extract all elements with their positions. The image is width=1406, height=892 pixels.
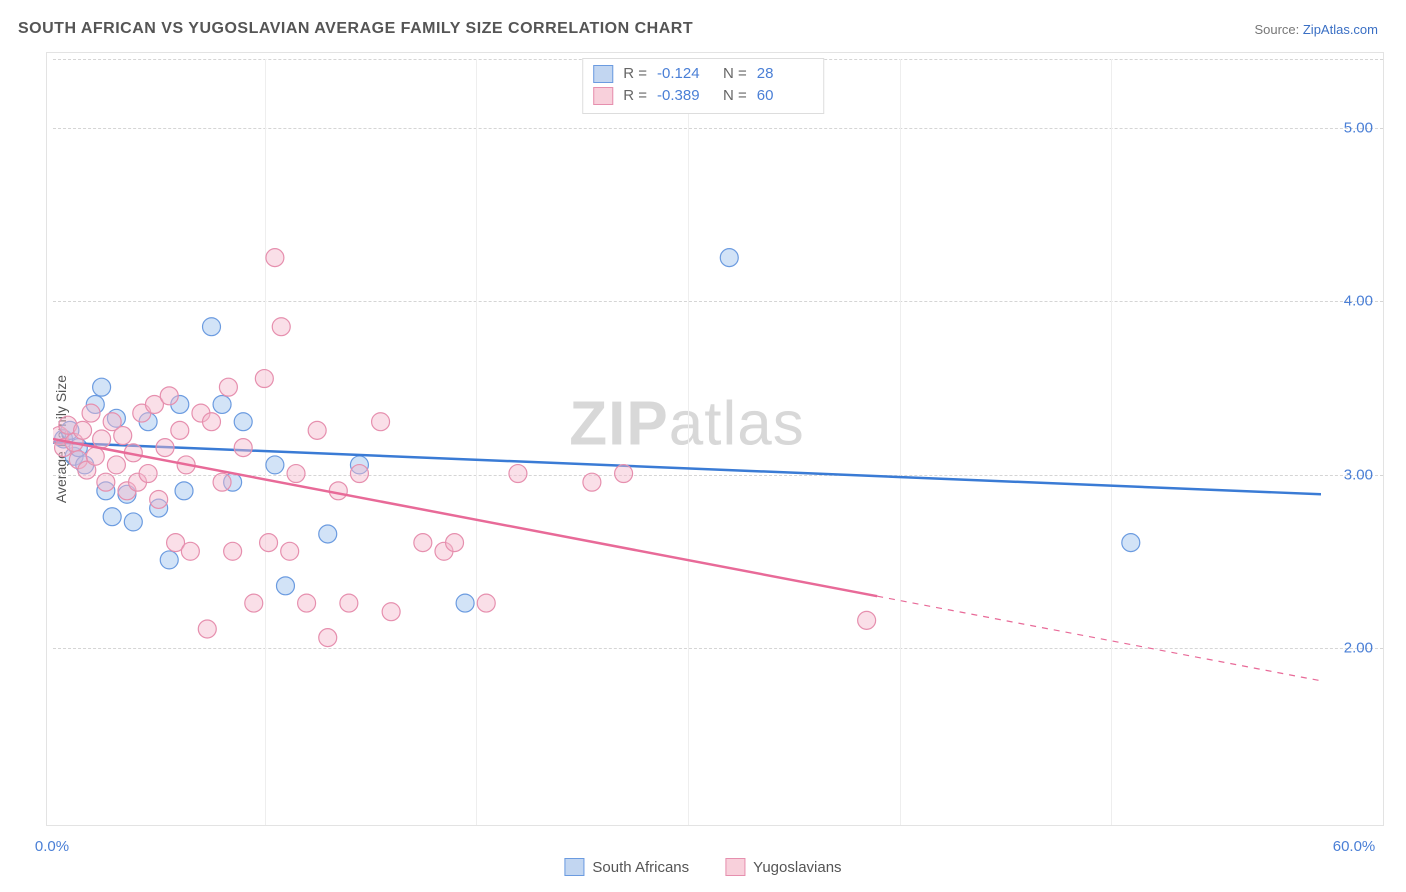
scatter-point bbox=[213, 473, 231, 491]
stats-row: R = -0.124 N = 28 bbox=[593, 63, 813, 85]
scatter-point bbox=[86, 447, 104, 465]
legend-item: Yugoslavians bbox=[725, 858, 841, 876]
scatter-point bbox=[298, 594, 316, 612]
scatter-point bbox=[477, 594, 495, 612]
scatter-point bbox=[139, 465, 157, 483]
pink-swatch-icon bbox=[725, 858, 745, 876]
scatter-point bbox=[350, 465, 368, 483]
r-label: R = bbox=[623, 85, 647, 107]
legend-label: Yugoslavians bbox=[753, 859, 841, 876]
scatter-point bbox=[281, 542, 299, 560]
scatter-point bbox=[272, 318, 290, 336]
series-legend: South Africans Yugoslavians bbox=[564, 858, 841, 876]
source-link[interactable]: ZipAtlas.com bbox=[1303, 22, 1378, 37]
scatter-point bbox=[414, 534, 432, 552]
scatter-point bbox=[74, 421, 92, 439]
n-label: N = bbox=[723, 63, 747, 85]
chart-title: SOUTH AFRICAN VS YUGOSLAVIAN AVERAGE FAM… bbox=[18, 20, 693, 38]
y-tick-label: 2.00 bbox=[1344, 639, 1373, 656]
x-tick-label: 0.0% bbox=[35, 838, 69, 855]
scatter-point bbox=[213, 395, 231, 413]
blue-swatch-icon bbox=[564, 858, 584, 876]
scatter-point bbox=[260, 534, 278, 552]
scatter-point bbox=[219, 378, 237, 396]
regression-line-extrapolated bbox=[877, 596, 1321, 681]
scatter-point bbox=[382, 603, 400, 621]
r-value: -0.389 bbox=[657, 85, 713, 107]
scatter-point bbox=[171, 421, 189, 439]
chart-svg bbox=[53, 59, 1321, 819]
scatter-point bbox=[124, 513, 142, 531]
scatter-point bbox=[224, 542, 242, 560]
stats-row: R = -0.389 N = 60 bbox=[593, 85, 813, 107]
scatter-point bbox=[107, 456, 125, 474]
scatter-point bbox=[150, 490, 168, 508]
r-label: R = bbox=[623, 63, 647, 85]
scatter-point bbox=[266, 249, 284, 267]
scatter-point bbox=[456, 594, 474, 612]
source-attribution: Source: ZipAtlas.com bbox=[1254, 22, 1378, 37]
scatter-point bbox=[93, 378, 111, 396]
scatter-point bbox=[175, 482, 193, 500]
scatter-point bbox=[266, 456, 284, 474]
y-tick-label: 5.00 bbox=[1344, 120, 1373, 137]
regression-line bbox=[53, 439, 877, 596]
scatter-point bbox=[509, 465, 527, 483]
scatter-point bbox=[308, 421, 326, 439]
scatter-point bbox=[103, 508, 121, 526]
scatter-point bbox=[114, 427, 132, 445]
chart-container: Average Family Size ZIPatlas 2.003.004.0… bbox=[46, 52, 1384, 826]
legend-label: South Africans bbox=[592, 859, 689, 876]
scatter-point bbox=[203, 413, 221, 431]
scatter-point bbox=[234, 439, 252, 457]
n-label: N = bbox=[723, 85, 747, 107]
scatter-point bbox=[245, 594, 263, 612]
scatter-point bbox=[181, 542, 199, 560]
scatter-point bbox=[446, 534, 464, 552]
legend-item: South Africans bbox=[564, 858, 689, 876]
scatter-point bbox=[340, 594, 358, 612]
scatter-point bbox=[198, 620, 216, 638]
scatter-point bbox=[82, 404, 100, 422]
scatter-point bbox=[615, 465, 633, 483]
scatter-point bbox=[319, 525, 337, 543]
scatter-point bbox=[287, 465, 305, 483]
plot-area: ZIPatlas bbox=[53, 59, 1321, 819]
scatter-point bbox=[372, 413, 390, 431]
scatter-point bbox=[319, 629, 337, 647]
scatter-point bbox=[160, 387, 178, 405]
scatter-point bbox=[97, 473, 115, 491]
scatter-point bbox=[93, 430, 111, 448]
scatter-point bbox=[255, 370, 273, 388]
scatter-point bbox=[329, 482, 347, 500]
correlation-stats-legend: R = -0.124 N = 28 R = -0.389 N = 60 bbox=[582, 58, 824, 114]
source-prefix: Source: bbox=[1254, 22, 1302, 37]
n-value: 28 bbox=[757, 63, 813, 85]
scatter-point bbox=[583, 473, 601, 491]
y-tick-label: 3.00 bbox=[1344, 466, 1373, 483]
scatter-point bbox=[203, 318, 221, 336]
pink-swatch-icon bbox=[593, 87, 613, 105]
scatter-point bbox=[156, 439, 174, 457]
n-value: 60 bbox=[757, 85, 813, 107]
scatter-point bbox=[1122, 534, 1140, 552]
scatter-point bbox=[858, 611, 876, 629]
x-tick-label: 60.0% bbox=[1333, 838, 1376, 855]
scatter-point bbox=[276, 577, 294, 595]
scatter-point bbox=[720, 249, 738, 267]
blue-swatch-icon bbox=[593, 65, 613, 83]
scatter-point bbox=[160, 551, 178, 569]
y-tick-label: 4.00 bbox=[1344, 293, 1373, 310]
scatter-point bbox=[234, 413, 252, 431]
r-value: -0.124 bbox=[657, 63, 713, 85]
